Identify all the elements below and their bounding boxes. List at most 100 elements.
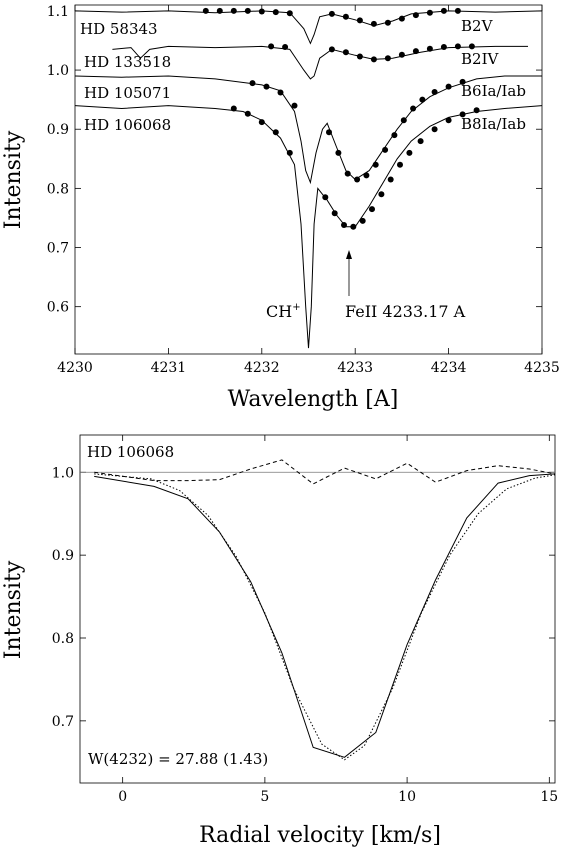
top-series-line-2 [74, 75, 542, 185]
bottom-series-line-solid [94, 473, 556, 758]
top-series-marker-2 [372, 161, 379, 168]
top-series-marker-1 [398, 51, 405, 58]
top-series-marker-0 [216, 7, 223, 14]
spectral-type-b6iaiab: B6Ia/Iab [461, 82, 526, 100]
top-series-marker-2 [431, 89, 438, 95]
top-series-marker-2 [263, 83, 270, 90]
bottom-series-line-dashed [94, 459, 556, 485]
bottom-x-tick-label: 10 [398, 789, 416, 805]
top-x-tick-label: 4235 [524, 360, 560, 376]
top-series-marker-2 [354, 176, 361, 183]
top-series-marker-0 [328, 10, 335, 17]
top-axis-ticks: 4230 4231 4232 4233 4234 4235 0.6 0.7 0.8 0.9 1.0 1… [47, 4, 560, 376]
top-series-marker-3 [417, 138, 424, 145]
star-label-hd133518: HD 133518 [84, 53, 171, 71]
top-series-marker-3 [473, 107, 480, 114]
top-spectrum-chart: 4230 4231 4232 4233 4234 4235 0.6 0.7 0.8 0.9 1.0 1… [1, 4, 560, 412]
top-series-marker-1 [384, 55, 391, 62]
top-series-marker-3 [387, 176, 394, 183]
top-x-tick-label: 4231 [151, 360, 187, 376]
bottom-y-axis-label: Intensity [1, 560, 26, 659]
top-series-marker-0 [356, 17, 363, 24]
star-label-hd105071: HD 105071 [84, 84, 171, 102]
top-series-marker-2 [249, 80, 256, 87]
spectral-type-b8iaiab: B8Ia/Iab [461, 115, 526, 133]
equivalent-width-annotation: W(4232) = 27.88 (1.43) [88, 750, 268, 768]
spectral-type-b2iv: B2IV [461, 50, 499, 68]
bottom-y-tick-label: 0.9 [52, 548, 74, 564]
bottom-x-tick-label: 15 [540, 789, 558, 805]
bottom-y-tick-label: 0.8 [52, 631, 74, 647]
top-y-tick-label: 0.9 [47, 122, 69, 138]
top-series-marker-3 [431, 126, 438, 133]
top-series-marker-1 [328, 46, 335, 53]
top-series-marker-2 [326, 129, 332, 136]
top-y-tick-label: 0.7 [47, 241, 69, 257]
top-series-marker-3 [445, 117, 452, 124]
star-label-hd106068: HD 106068 [84, 116, 171, 134]
top-x-tick-label: 4234 [431, 360, 467, 376]
top-series-marker-3 [230, 105, 237, 112]
top-y-tick-label: 0.8 [47, 181, 69, 197]
bottom-plot-frame [79, 434, 556, 784]
top-series-marker-3 [244, 110, 251, 117]
bottom-axis-ticks: 0 5 10 15 0.7 0.8 0.9 1.0 [52, 435, 558, 805]
top-series-marker-2 [459, 78, 466, 85]
top-series-marker-2 [363, 172, 370, 179]
top-series-marker-3 [459, 111, 466, 118]
top-x-tick-label: 4233 [337, 360, 373, 376]
top-series-marker-2 [445, 83, 452, 90]
top-series-marker-2 [419, 96, 426, 103]
feii-annotation: FeII 4233.17 A [345, 302, 466, 321]
star-label-hd58343: HD 58343 [80, 20, 158, 38]
bottom-x-tick-label: 0 [118, 789, 127, 805]
top-series-marker-1 [412, 48, 419, 55]
bottom-chart-title: HD 106068 [87, 443, 174, 461]
top-series-marker-3 [258, 119, 265, 126]
top-series-marker-3 [378, 191, 385, 198]
top-series-marker-2 [400, 117, 407, 124]
top-series-marker-0 [370, 20, 377, 27]
bottom-series-line-dotted [94, 473, 556, 761]
top-plot-frame [74, 4, 543, 355]
top-series-marker-3 [322, 194, 329, 201]
top-series-marker-3 [331, 210, 338, 217]
top-series-marker-2 [277, 89, 284, 96]
top-series-marker-3 [286, 149, 293, 156]
top-series-marker-2 [291, 102, 298, 109]
top-x-axis-label: Wavelength [A] [228, 387, 399, 412]
top-series-line-3 [74, 105, 543, 349]
bottom-x-tick-label: 5 [260, 789, 269, 805]
ch-superscript: + [292, 302, 300, 313]
top-series-marker-1 [454, 43, 461, 50]
top-series-marker-1 [282, 44, 289, 50]
top-y-tick-label: 0.6 [47, 300, 69, 316]
top-series-marker-1 [268, 43, 275, 50]
top-series-marker-0 [230, 7, 237, 14]
top-series-marker-2 [410, 105, 417, 112]
top-y-tick-label: 1.0 [47, 63, 69, 79]
top-series-marker-0 [384, 19, 391, 26]
top-series-marker-3 [272, 129, 279, 136]
top-x-tick-label: 4232 [244, 360, 280, 376]
bottom-x-axis-label: Radial velocity [km/s] [199, 823, 441, 848]
top-series-marker-2 [391, 132, 398, 139]
top-series-group [74, 7, 543, 349]
top-series-marker-0 [202, 7, 209, 14]
top-series-marker-1 [426, 45, 433, 52]
top-y-axis-label: Intensity [1, 130, 26, 229]
ch-label: CH [266, 302, 292, 321]
top-series-marker-2 [335, 149, 342, 156]
top-series-marker-1 [370, 56, 377, 63]
top-series-marker-0 [286, 10, 293, 17]
top-series-marker-3 [341, 222, 347, 228]
top-series-marker-2 [382, 146, 389, 153]
bottom-y-tick-label: 1.0 [52, 465, 74, 481]
top-y-tick-label: 1.1 [47, 4, 69, 20]
top-series-marker-1 [342, 49, 349, 56]
top-series-marker-1 [440, 44, 447, 50]
top-series-marker-0 [440, 7, 447, 14]
top-series-marker-3 [359, 217, 366, 224]
top-series-marker-0 [342, 13, 349, 20]
